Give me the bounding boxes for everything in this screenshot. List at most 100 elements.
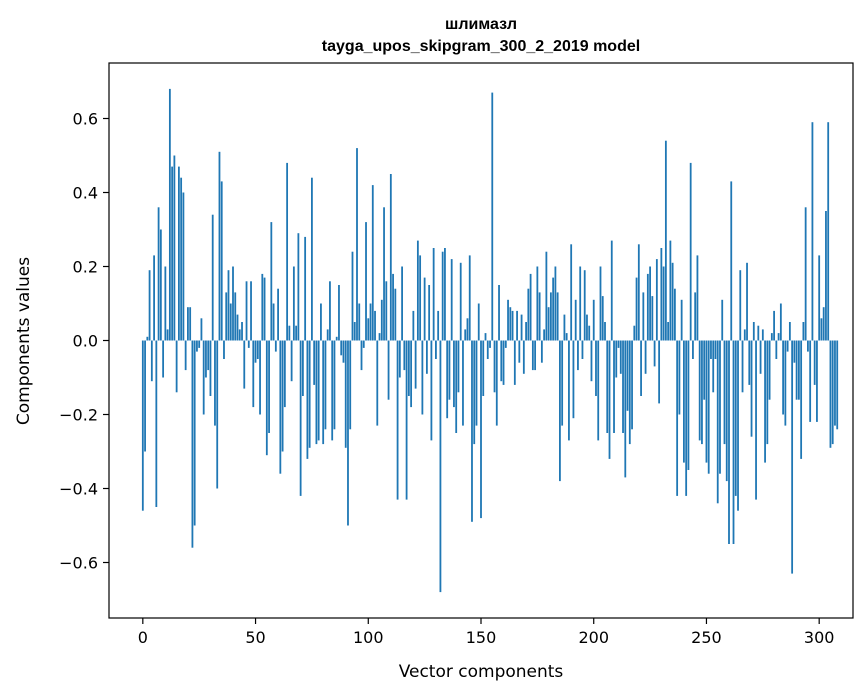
bar <box>543 329 546 341</box>
bar <box>155 340 158 507</box>
bar <box>292 266 295 341</box>
bar <box>288 325 291 341</box>
bar <box>651 296 654 341</box>
bar <box>439 340 442 593</box>
bar <box>290 340 293 382</box>
bar <box>531 340 534 371</box>
bar <box>324 340 327 430</box>
bar <box>825 211 827 341</box>
x-tick-label: 250 <box>691 628 722 647</box>
bar <box>162 340 165 378</box>
bar <box>322 340 325 445</box>
bar <box>419 255 422 341</box>
bar <box>261 273 264 341</box>
x-tick-label: 150 <box>466 628 497 647</box>
bar <box>484 333 487 341</box>
bar <box>205 340 207 378</box>
bar <box>234 292 237 341</box>
bar <box>527 288 530 341</box>
bar <box>701 340 703 445</box>
bar <box>583 270 586 341</box>
bar <box>164 266 167 341</box>
bar <box>777 333 780 341</box>
bar <box>820 318 823 341</box>
bar <box>150 340 153 382</box>
bar <box>466 318 469 341</box>
bar <box>464 329 467 341</box>
bar <box>153 255 155 341</box>
bar <box>502 340 505 385</box>
bar <box>243 340 246 389</box>
bar <box>358 303 361 341</box>
bar <box>423 277 426 341</box>
bar <box>599 266 602 341</box>
bar <box>241 322 243 341</box>
bar <box>306 340 309 459</box>
bar <box>631 340 633 430</box>
bar <box>831 340 834 445</box>
bar <box>522 340 525 374</box>
bar <box>678 340 681 415</box>
bar <box>804 207 807 341</box>
bar <box>220 181 223 341</box>
bar <box>229 303 232 341</box>
bar <box>714 340 717 359</box>
bar <box>556 292 559 341</box>
bar <box>394 288 397 341</box>
bar <box>540 340 543 363</box>
bar <box>671 262 674 341</box>
bar <box>392 273 394 341</box>
bar <box>414 340 417 389</box>
bar <box>403 340 406 371</box>
bar <box>773 310 775 341</box>
bar <box>606 340 609 433</box>
bar <box>493 340 496 393</box>
bar <box>791 340 794 574</box>
bar <box>351 251 354 341</box>
x-tick-label: 50 <box>245 628 265 647</box>
bar <box>728 340 730 544</box>
bar <box>383 207 385 341</box>
bar <box>707 340 710 474</box>
bar <box>320 303 322 341</box>
chart-title-line1: шлимазл <box>445 16 517 33</box>
bar <box>144 340 146 452</box>
bar <box>662 266 665 341</box>
bar <box>696 255 699 341</box>
bar <box>200 318 203 341</box>
bar <box>482 340 485 396</box>
bar <box>610 240 613 341</box>
bar <box>746 262 748 341</box>
y-axis-ticks: −0.6 −0.4 −0.2 0.0 0.2 0.4 0.6 <box>59 110 109 573</box>
bar <box>588 325 591 341</box>
bar <box>572 340 575 419</box>
bar <box>191 340 194 548</box>
bar <box>214 340 216 426</box>
bar <box>743 329 746 341</box>
bar <box>637 244 640 341</box>
bar <box>304 236 307 341</box>
bar <box>166 329 169 341</box>
bar <box>441 251 444 341</box>
bar <box>317 340 320 441</box>
bar <box>283 340 286 408</box>
bar <box>617 340 620 348</box>
bar <box>764 340 766 463</box>
bar <box>788 322 791 341</box>
bar <box>809 340 812 422</box>
bar <box>500 340 503 382</box>
x-tick-label: 300 <box>804 628 835 647</box>
bar <box>281 340 284 452</box>
bar <box>401 266 403 341</box>
bar <box>238 329 241 341</box>
bar <box>141 340 144 511</box>
bar <box>827 122 830 341</box>
bar <box>367 318 370 341</box>
bar <box>604 322 606 341</box>
bar <box>376 340 379 426</box>
bar <box>658 340 661 404</box>
bar <box>712 340 715 393</box>
bar <box>146 336 149 341</box>
bar <box>626 340 629 411</box>
